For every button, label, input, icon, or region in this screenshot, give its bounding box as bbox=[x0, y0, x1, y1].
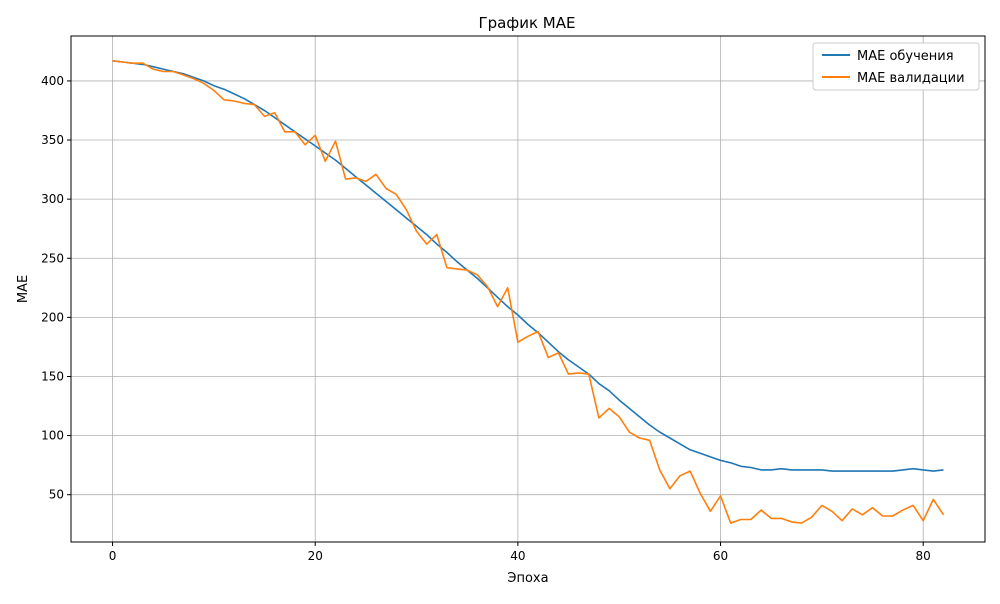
plot-frame bbox=[70, 35, 986, 543]
x-axis-label: Эпоха bbox=[507, 571, 548, 586]
x-tick-label: 80 bbox=[916, 549, 931, 563]
x-tick-label: 0 bbox=[109, 549, 117, 563]
axis-ticks: 0 20 40 60 80 50 100 150 200 250 300 350 400 bbox=[41, 74, 931, 563]
y-axis-label: MAE bbox=[16, 275, 31, 303]
y-tick-label: 50 bbox=[49, 488, 64, 502]
legend-box bbox=[812, 42, 980, 91]
y-tick-label: 400 bbox=[41, 74, 64, 88]
x-tick-label: 40 bbox=[510, 549, 525, 563]
legend-label-val: MAE валидации bbox=[857, 71, 965, 86]
legend-label-train: MAE обучения bbox=[857, 49, 954, 64]
y-tick-label: 350 bbox=[41, 133, 64, 147]
x-tick-label: 60 bbox=[713, 549, 728, 563]
y-tick-label: 250 bbox=[41, 251, 64, 265]
y-tick-label: 100 bbox=[41, 429, 64, 443]
series-line-val bbox=[112, 60, 945, 524]
chart-title: График MAE bbox=[479, 14, 576, 32]
y-tick-label: 150 bbox=[41, 369, 64, 383]
series-layer bbox=[112, 60, 945, 524]
x-tick-label: 20 bbox=[308, 549, 323, 563]
series-line-train bbox=[112, 60, 944, 472]
y-tick-label: 200 bbox=[41, 310, 64, 324]
grid-lines bbox=[71, 36, 985, 542]
y-tick-label: 300 bbox=[41, 192, 64, 206]
legend: MAE обучения MAE валидации bbox=[812, 42, 980, 91]
